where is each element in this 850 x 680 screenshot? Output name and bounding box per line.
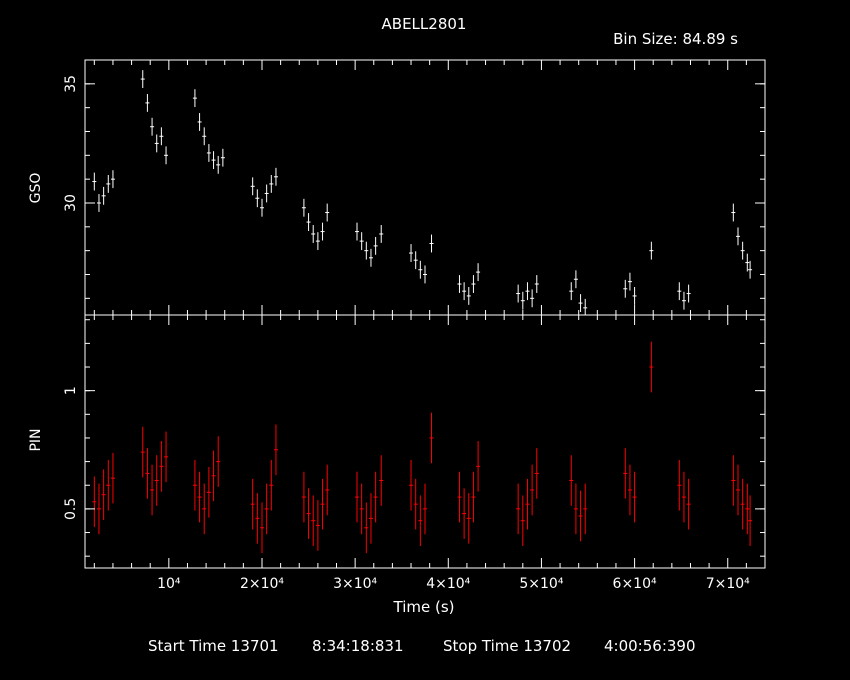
x-tick-label: 3×10⁴ — [333, 576, 377, 592]
gso-y-tick-label: 30 — [63, 194, 79, 212]
gso-y-tick-label: 35 — [63, 75, 79, 93]
x-axis-label: Time (s) — [393, 598, 455, 616]
pin-series — [92, 341, 753, 554]
pin-y-tick-label: 1 — [63, 386, 79, 395]
stop-time-label: Stop Time 13702 — [443, 637, 571, 655]
x-tick-label: 7×10⁴ — [706, 576, 750, 592]
x-tick-label: 2×10⁴ — [240, 576, 284, 592]
bin-size-label: Bin Size: 84.89 s — [613, 30, 738, 48]
pin-panel: 0.5 1 10⁴ 2×10⁴ 3×10⁴ 4×10⁴ 5×10⁴ 6×10⁴ 7×10⁴ — [63, 314, 766, 592]
gso-panel: 30 35 — [63, 59, 766, 316]
gso-series — [92, 70, 753, 315]
start-time-value: 8:34:18:831 — [312, 637, 404, 655]
pin-y-tick-label: 0.5 — [63, 498, 79, 520]
pin-frame — [84, 314, 766, 569]
chart-title: ABELL2801 — [382, 15, 467, 33]
x-tick-label: 5×10⁴ — [519, 576, 563, 592]
x-tick-label: 4×10⁴ — [426, 576, 470, 592]
stop-time-value: 4:00:56:390 — [604, 637, 696, 655]
pin-axis-label: PIN — [28, 428, 44, 451]
gso-axis-label: GSO — [28, 173, 44, 204]
x-tick-label: 6×10⁴ — [613, 576, 657, 592]
start-time-label: Start Time 13701 — [148, 637, 279, 655]
x-tick-label: 10⁴ — [157, 576, 181, 592]
